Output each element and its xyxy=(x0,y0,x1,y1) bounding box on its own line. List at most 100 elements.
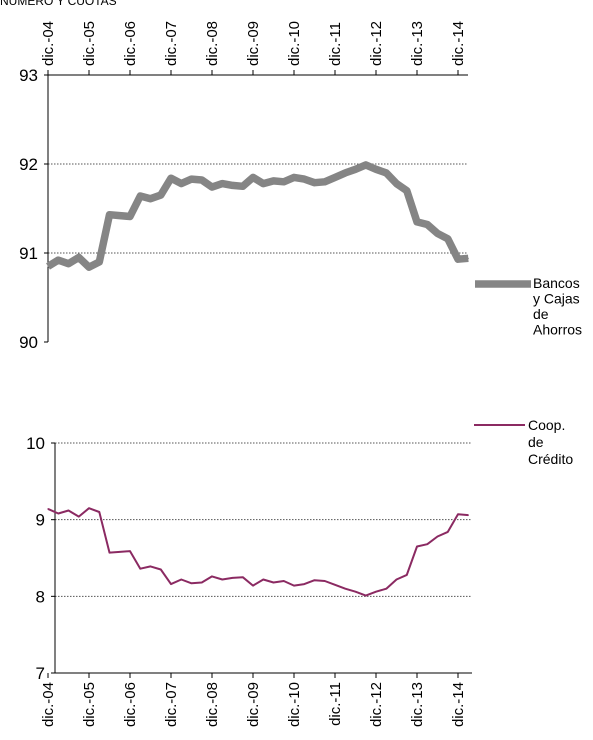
chart2-legend-label: Crédito xyxy=(528,451,573,467)
chart1-data-point xyxy=(160,194,162,196)
chart1-data-point xyxy=(293,176,295,178)
chart2-data-point xyxy=(375,591,377,593)
chart1-data-point xyxy=(406,190,408,192)
chart2-data-point xyxy=(344,588,346,590)
chart1-data-point xyxy=(180,183,182,185)
chart1-x-tick-label: dic.-09 xyxy=(245,21,262,66)
chart1-x-tick-label: dic.-07 xyxy=(163,21,180,66)
chart2-data-point xyxy=(67,509,70,512)
chart2-data-point xyxy=(334,584,336,586)
chart2-data-point xyxy=(201,581,203,584)
chart2-data-point xyxy=(406,574,408,576)
chart1-data-point xyxy=(324,181,326,183)
chart1-data-point xyxy=(211,186,213,188)
chart1-data-point xyxy=(47,265,49,267)
chart1-x-tick-label: dic.-04 xyxy=(40,21,57,66)
chart2-data-point xyxy=(242,576,244,578)
chart2-data-point xyxy=(98,511,100,513)
chart1-data-point xyxy=(242,185,244,187)
chart2-data-point xyxy=(293,585,295,587)
chart2-y-tick-label: 9 xyxy=(36,511,45,530)
chart2-x-tick-label: dic.-11 xyxy=(327,682,344,726)
chart2-data-point xyxy=(231,577,234,579)
chart2-y-tick-label: 10 xyxy=(26,434,45,453)
chart1-data-point xyxy=(395,183,398,185)
chart2-x-tick-label: dic.-10 xyxy=(286,682,303,727)
chart2-x-tick-label: dic.-12 xyxy=(368,682,385,727)
chart1-data-point xyxy=(170,177,172,179)
chart2-data-point xyxy=(313,579,316,581)
chart1-data-point xyxy=(385,172,387,174)
chart2-data-point xyxy=(78,516,80,518)
chart1-data-point xyxy=(447,238,449,240)
chart2-data-point xyxy=(395,578,398,581)
chart1-legend-label: Ahorros xyxy=(533,322,582,338)
chart2-data-point xyxy=(149,565,152,568)
chart1-x-tick-label: dic.-06 xyxy=(122,21,139,66)
chart2-data-point xyxy=(447,531,449,533)
chart2-data-point xyxy=(139,568,141,570)
chart2-x-tick-label: dic.-08 xyxy=(204,682,221,727)
chart1-y-tick-label: 93 xyxy=(19,66,38,85)
chart2-x-tick-label: dic.-07 xyxy=(163,682,180,727)
chart2-x-tick-label: dic.-05 xyxy=(81,682,98,727)
chart1-data-point xyxy=(201,179,203,181)
chart2-y-tick-label: 7 xyxy=(36,664,45,683)
chart1-data-point xyxy=(252,176,254,178)
chart1-data-point xyxy=(436,232,439,234)
chart2-x-tick-label: dic.-06 xyxy=(122,682,139,727)
chart1-data-point xyxy=(221,183,223,185)
chart2-x-tick-label: dic.-09 xyxy=(245,682,262,727)
chart1-data-point xyxy=(108,214,111,216)
chart1-data-point xyxy=(303,178,305,180)
chart1-data-point xyxy=(313,182,316,184)
chart1-data-point xyxy=(467,257,469,259)
chart1-x-tick-label: dic.-13 xyxy=(409,21,426,66)
chart2-data-point xyxy=(354,591,357,593)
chart2-series-line xyxy=(47,507,469,597)
chart2-x-tick-label: dic.-14 xyxy=(450,682,467,727)
chart1-x-tick-label: dic.-08 xyxy=(204,21,221,66)
chart2-data-point xyxy=(108,552,111,554)
chart2-data-point xyxy=(180,578,182,581)
chart1-y-tick-label: 92 xyxy=(19,155,38,174)
chart2-data-point xyxy=(119,551,121,553)
chart1-data-point xyxy=(457,258,459,260)
chart2-data-point xyxy=(170,583,172,585)
chart2-legend-label: de xyxy=(528,434,544,450)
chart1-data-point xyxy=(426,223,428,226)
chart1-x-tick-label: dic.-12 xyxy=(368,21,385,66)
chart1-x-tick-label: dic.-10 xyxy=(286,21,303,66)
chart1-x-tick-label: dic.-14 xyxy=(450,21,467,66)
chart2-data-point xyxy=(57,512,59,515)
chart1-data-point xyxy=(416,221,418,223)
chart1-legend-label: y Cajas xyxy=(533,291,580,307)
chart2-data-point xyxy=(129,550,131,552)
chart1-data-point xyxy=(344,172,346,174)
chart2-data-point xyxy=(252,585,254,587)
chart2-data-point xyxy=(283,580,285,582)
chart1-series-line xyxy=(46,161,469,271)
chart1-data-point xyxy=(272,180,275,182)
chart2-data-point xyxy=(385,588,387,590)
chart2-data-point xyxy=(160,568,162,571)
chart1-data-point xyxy=(67,263,70,265)
chart1-data-point xyxy=(98,261,100,263)
chart2-data-point xyxy=(467,514,469,516)
chart2-data-point xyxy=(190,582,193,584)
chart1-data-point xyxy=(119,215,121,217)
chart1-x-tick-label: dic.-05 xyxy=(81,21,98,66)
chart2-data-point xyxy=(47,508,49,510)
chart1-data-point xyxy=(149,198,152,200)
chart1-data-point xyxy=(365,164,367,166)
chart1-data-point xyxy=(78,256,80,258)
chart2-x-tick-label: dic.-13 xyxy=(409,682,426,727)
chart1-data-point xyxy=(283,181,285,183)
chart1-legend-label: de xyxy=(533,306,549,322)
chart2-data-point xyxy=(221,578,223,581)
chart1-data-point xyxy=(57,259,59,261)
chart1-legend-label: Bancos xyxy=(533,275,580,291)
chart1-x-tick-label: dic.-11 xyxy=(327,22,344,66)
chart1-data-point xyxy=(88,266,90,268)
